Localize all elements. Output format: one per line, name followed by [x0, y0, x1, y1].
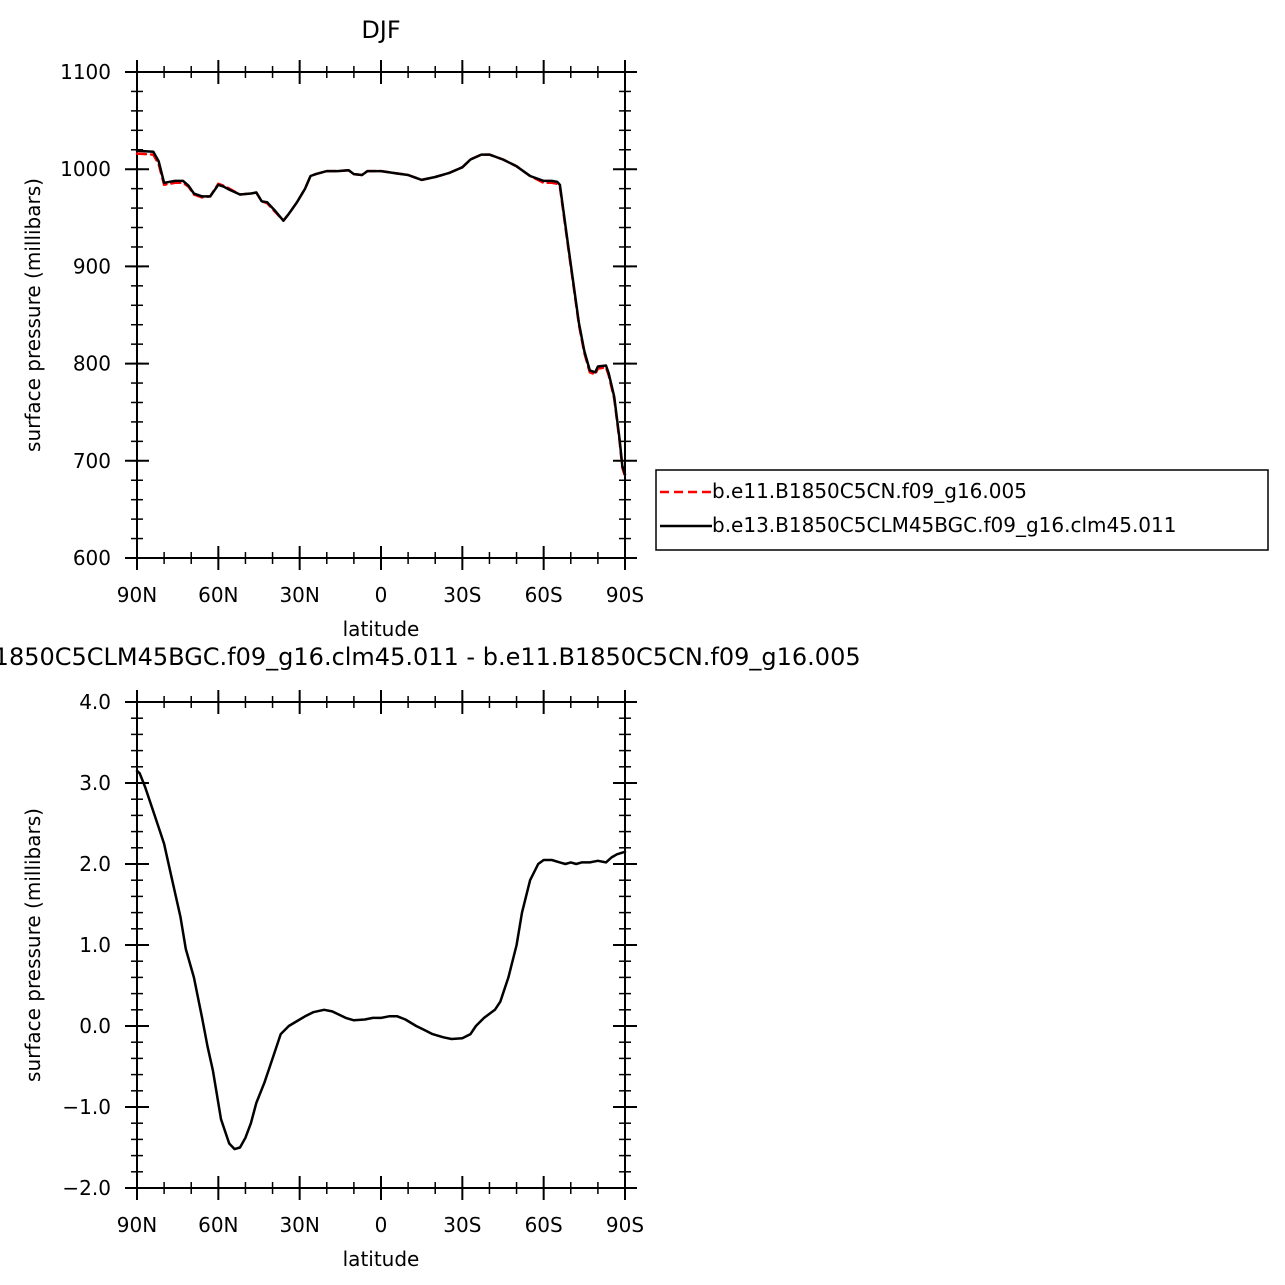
y-tick-label: 3.0 — [79, 771, 111, 795]
x-tick-label: 90N — [117, 1213, 157, 1237]
x-tick-label: 30N — [279, 583, 319, 607]
bottom-panel: b.e13.B1850C5CLM45BGC.f09_g16.clm45.011 … — [0, 643, 861, 1271]
y-tick-label: 800 — [73, 352, 111, 376]
chart-title: DJF — [361, 16, 400, 44]
top-panel: DJF 600 700 800 900 1000 1100 90N 60N 30N 0 30S 60S 9… — [21, 16, 644, 641]
plot-frame — [136, 71, 626, 559]
y-axis-label: surface pressure (millibars) — [21, 808, 45, 1082]
x-tick-label: 30S — [443, 583, 481, 607]
x-tick-label: 90S — [606, 583, 644, 607]
chart-title: b.e13.B1850C5CLM45BGC.f09_g16.clm45.011 … — [0, 643, 861, 671]
y-tick-label: 1000 — [60, 157, 111, 181]
y-axis-label: surface pressure (millibars) — [21, 178, 45, 452]
x-tick-label: 90S — [606, 1213, 644, 1237]
series-line-1 — [135, 149, 627, 476]
x-axis-label: latitude — [343, 617, 420, 641]
y-tick-label: 0.0 — [79, 1014, 111, 1038]
y-tick-label: −2.0 — [62, 1176, 111, 1200]
x-tick-label: 0 — [375, 583, 388, 607]
x-tick-label: 0 — [375, 1213, 388, 1237]
x-tick-label: 30S — [443, 1213, 481, 1237]
y-tick-label: 600 — [73, 546, 111, 570]
y-tick-label: 900 — [73, 254, 111, 278]
series-line-0 — [135, 152, 627, 478]
y-tick-label: 700 — [73, 449, 111, 473]
legend-label: b.e11.B1850C5CN.f09_g16.005 — [712, 479, 1027, 503]
y-tick-label: 1.0 — [79, 933, 111, 957]
x-tick-label: 60N — [198, 583, 238, 607]
series-line-0 — [135, 769, 627, 1151]
x-tick-label: 60S — [525, 583, 563, 607]
plot-frame — [136, 701, 626, 1189]
legend-label: b.e13.B1850C5CLM45BGC.f09_g16.clm45.011 — [712, 513, 1176, 537]
legend-box — [655, 469, 1269, 551]
x-tick-label: 90N — [117, 583, 157, 607]
y-tick-label: 2.0 — [79, 852, 111, 876]
legend: b.e11.B1850C5CN.f09_g16.005 b.e13.B1850C5… — [655, 469, 1269, 551]
x-tick-label: 30N — [279, 1213, 319, 1237]
y-tick-label: 4.0 — [79, 690, 111, 714]
y-tick-label: −1.0 — [62, 1095, 111, 1119]
x-axis-label: latitude — [343, 1247, 420, 1271]
x-tick-label: 60N — [198, 1213, 238, 1237]
y-tick-label: 1100 — [60, 60, 111, 84]
x-tick-label: 60S — [525, 1213, 563, 1237]
